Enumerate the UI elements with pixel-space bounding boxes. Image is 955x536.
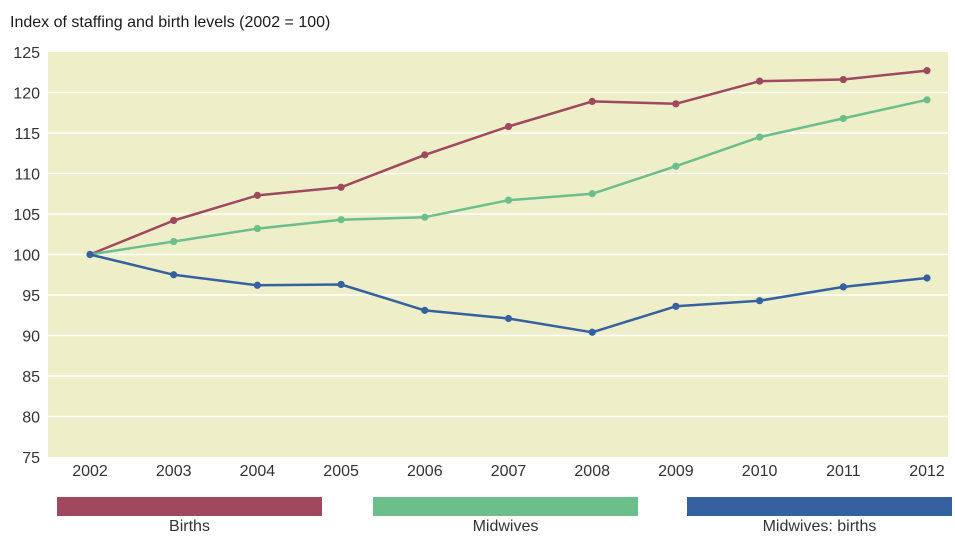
data-point-midwives-births (253, 281, 261, 289)
y-tick-label: 125 (13, 45, 40, 62)
legend-label-midwives-births: Midwives: births (762, 518, 877, 535)
data-point-births (504, 122, 513, 131)
data-point-midwives-births (86, 250, 94, 259)
data-point-midwives-births (504, 314, 513, 323)
data-point-midwives (923, 96, 931, 104)
legend-label-births: Births (169, 518, 210, 535)
data-point-midwives-births (170, 271, 178, 279)
data-point-births (672, 100, 680, 108)
data-point-midwives (756, 133, 764, 141)
y-tick-label: 115 (14, 126, 40, 143)
legend-item-midwives: Midwives (373, 497, 638, 536)
data-point-midwives-births (421, 306, 429, 314)
y-tick-label: 85 (22, 369, 40, 386)
data-point-midwives (839, 114, 847, 123)
data-point-midwives (421, 213, 429, 221)
data-point-births (923, 67, 931, 75)
legend-swatch-midwives-births (687, 497, 952, 516)
x-tick-label: 2006 (407, 463, 443, 480)
x-tick-label: 2003 (156, 463, 192, 480)
y-tick-label: 75 (22, 450, 40, 467)
data-point-midwives-births (672, 302, 680, 310)
data-point-midwives-births (588, 328, 596, 336)
y-tick-label: 105 (13, 207, 40, 224)
x-tick-label: 2011 (826, 463, 861, 480)
data-point-midwives (504, 196, 513, 204)
x-tick-label: 2010 (742, 463, 778, 480)
data-point-midwives-births (756, 297, 764, 305)
y-tick-label: 120 (13, 86, 40, 103)
x-tick-label: 2007 (491, 463, 527, 480)
data-point-midwives-births (337, 280, 345, 289)
x-tick-label: 2005 (323, 463, 359, 480)
x-tick-label: 2012 (909, 463, 945, 480)
y-tick-label: 90 (22, 329, 40, 346)
data-point-midwives (337, 216, 345, 224)
legend-item-births: Births (57, 497, 322, 536)
data-point-midwives (170, 237, 178, 246)
legend-item-midwives-births: Midwives: births (687, 497, 952, 536)
data-point-births (170, 216, 178, 225)
legend-swatch-births (57, 497, 322, 516)
data-point-midwives (672, 162, 680, 170)
data-point-midwives (253, 224, 261, 233)
data-point-births (839, 75, 847, 84)
x-tick-label: 2008 (574, 463, 610, 480)
y-tick-label: 80 (22, 410, 40, 427)
data-point-births (421, 151, 429, 159)
x-tick-label: 2002 (72, 463, 108, 480)
data-point-births (337, 183, 345, 191)
y-tick-label: 95 (22, 288, 40, 305)
y-tick-label: 110 (14, 167, 40, 184)
data-point-midwives-births (923, 274, 931, 282)
data-point-births (253, 191, 261, 199)
data-point-births (756, 77, 764, 85)
data-point-midwives (588, 190, 596, 198)
chart-title: Index of staffing and birth levels (2002… (10, 14, 331, 31)
legend-swatch-midwives (373, 497, 638, 516)
y-tick-label: 100 (13, 248, 40, 265)
legend-label-midwives: Midwives (472, 518, 539, 535)
x-tick-label: 2009 (658, 463, 694, 480)
data-point-births (588, 97, 596, 106)
data-point-midwives-births (839, 283, 847, 291)
x-tick-label: 2004 (240, 463, 276, 480)
